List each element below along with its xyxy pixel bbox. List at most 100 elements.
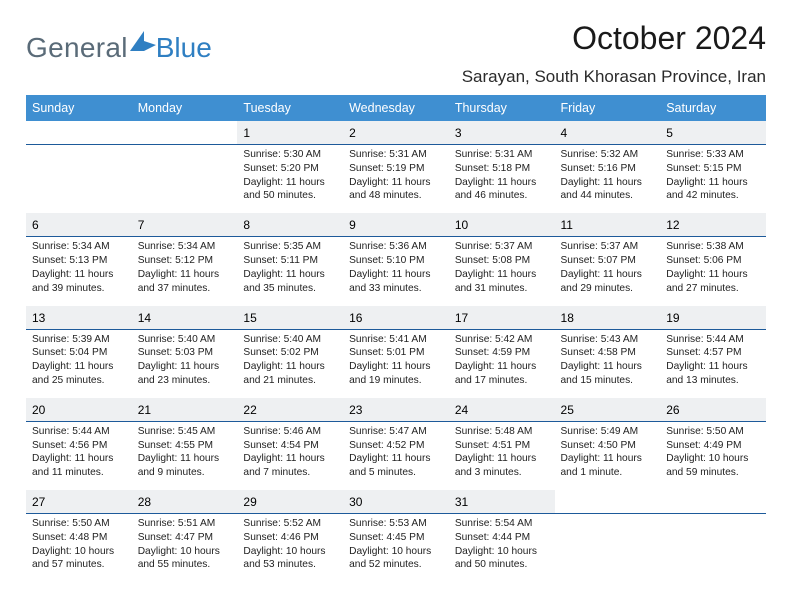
day-detail-cell: Sunrise: 5:50 AMSunset: 4:48 PMDaylight:…	[26, 514, 132, 583]
sunrise-line: Sunrise: 5:45 AM	[138, 425, 232, 439]
day-details: Sunrise: 5:54 AMSunset: 4:44 PMDaylight:…	[449, 514, 555, 582]
sunrise-line: Sunrise: 5:31 AM	[349, 148, 443, 162]
day-number: 18	[555, 306, 661, 329]
day-detail-cell: Sunrise: 5:37 AMSunset: 5:07 PMDaylight:…	[555, 237, 661, 306]
day-number-cell: 9	[343, 213, 449, 237]
day-number: 17	[449, 306, 555, 329]
sunrise-line: Sunrise: 5:44 AM	[666, 333, 760, 347]
sunrise-line: Sunrise: 5:38 AM	[666, 240, 760, 254]
day-details: Sunrise: 5:37 AMSunset: 5:08 PMDaylight:…	[449, 237, 555, 305]
day-number-cell: 13	[26, 306, 132, 330]
day-detail-cell: Sunrise: 5:45 AMSunset: 4:55 PMDaylight:…	[132, 421, 238, 490]
day-details: Sunrise: 5:38 AMSunset: 5:06 PMDaylight:…	[660, 237, 766, 305]
logo-text-1: General	[26, 32, 128, 64]
sunrise-line: Sunrise: 5:49 AM	[561, 425, 655, 439]
sunrise-line: Sunrise: 5:53 AM	[349, 517, 443, 531]
day-number-cell: 28	[132, 490, 238, 514]
day-detail-cell: Sunrise: 5:42 AMSunset: 4:59 PMDaylight:…	[449, 329, 555, 398]
sunset-line: Sunset: 5:04 PM	[32, 346, 126, 360]
daylight-line: Daylight: 11 hours and 21 minutes.	[243, 360, 337, 388]
sunset-line: Sunset: 4:52 PM	[349, 439, 443, 453]
sunrise-line: Sunrise: 5:42 AM	[455, 333, 549, 347]
sunrise-line: Sunrise: 5:43 AM	[561, 333, 655, 347]
day-details: Sunrise: 5:49 AMSunset: 4:50 PMDaylight:…	[555, 422, 661, 490]
sunset-line: Sunset: 5:07 PM	[561, 254, 655, 268]
day-number: 2	[343, 121, 449, 144]
sunrise-line: Sunrise: 5:44 AM	[32, 425, 126, 439]
day-number: 3	[449, 121, 555, 144]
daylight-line: Daylight: 10 hours and 55 minutes.	[138, 545, 232, 573]
day-number: 9	[343, 213, 449, 236]
day-detail-cell: Sunrise: 5:39 AMSunset: 5:04 PMDaylight:…	[26, 329, 132, 398]
day-detail-cell: Sunrise: 5:41 AMSunset: 5:01 PMDaylight:…	[343, 329, 449, 398]
day-number-cell: 31	[449, 490, 555, 514]
weekday-header: Tuesday	[237, 95, 343, 121]
day-number-cell: 11	[555, 213, 661, 237]
day-detail-cell: Sunrise: 5:40 AMSunset: 5:02 PMDaylight:…	[237, 329, 343, 398]
sunrise-line: Sunrise: 5:46 AM	[243, 425, 337, 439]
daylight-line: Daylight: 11 hours and 1 minute.	[561, 452, 655, 480]
sunrise-line: Sunrise: 5:32 AM	[561, 148, 655, 162]
day-detail-cell: Sunrise: 5:47 AMSunset: 4:52 PMDaylight:…	[343, 421, 449, 490]
daylight-line: Daylight: 11 hours and 17 minutes.	[455, 360, 549, 388]
daylight-line: Daylight: 10 hours and 50 minutes.	[455, 545, 549, 573]
day-details: Sunrise: 5:52 AMSunset: 4:46 PMDaylight:…	[237, 514, 343, 582]
daylight-line: Daylight: 11 hours and 29 minutes.	[561, 268, 655, 296]
day-detail-cell: Sunrise: 5:53 AMSunset: 4:45 PMDaylight:…	[343, 514, 449, 583]
sunrise-line: Sunrise: 5:30 AM	[243, 148, 337, 162]
location: Sarayan, South Khorasan Province, Iran	[462, 67, 766, 87]
day-number: 21	[132, 398, 238, 421]
daylight-line: Daylight: 11 hours and 42 minutes.	[666, 176, 760, 204]
daylight-line: Daylight: 11 hours and 25 minutes.	[32, 360, 126, 388]
daylight-line: Daylight: 11 hours and 27 minutes.	[666, 268, 760, 296]
daylight-line: Daylight: 11 hours and 19 minutes.	[349, 360, 443, 388]
day-details: Sunrise: 5:44 AMSunset: 4:56 PMDaylight:…	[26, 422, 132, 490]
day-number-cell: 22	[237, 398, 343, 422]
day-details: Sunrise: 5:37 AMSunset: 5:07 PMDaylight:…	[555, 237, 661, 305]
day-number: 4	[555, 121, 661, 144]
day-number: 11	[555, 213, 661, 236]
sunset-line: Sunset: 4:55 PM	[138, 439, 232, 453]
day-number-cell	[555, 490, 661, 514]
day-detail-cell	[660, 514, 766, 583]
day-detail-cell: Sunrise: 5:32 AMSunset: 5:16 PMDaylight:…	[555, 145, 661, 214]
sunset-line: Sunset: 4:44 PM	[455, 531, 549, 545]
day-number-cell: 2	[343, 121, 449, 145]
day-details: Sunrise: 5:33 AMSunset: 5:15 PMDaylight:…	[660, 145, 766, 213]
sunrise-line: Sunrise: 5:50 AM	[666, 425, 760, 439]
sunrise-line: Sunrise: 5:40 AM	[138, 333, 232, 347]
day-detail-cell: Sunrise: 5:43 AMSunset: 4:58 PMDaylight:…	[555, 329, 661, 398]
daylight-line: Daylight: 11 hours and 35 minutes.	[243, 268, 337, 296]
day-number-cell: 10	[449, 213, 555, 237]
sunset-line: Sunset: 5:10 PM	[349, 254, 443, 268]
day-number: 15	[237, 306, 343, 329]
day-detail-cell: Sunrise: 5:36 AMSunset: 5:10 PMDaylight:…	[343, 237, 449, 306]
day-detail-cell	[132, 145, 238, 214]
day-details: Sunrise: 5:45 AMSunset: 4:55 PMDaylight:…	[132, 422, 238, 490]
day-detail-cell: Sunrise: 5:49 AMSunset: 4:50 PMDaylight:…	[555, 421, 661, 490]
day-number: 25	[555, 398, 661, 421]
sunset-line: Sunset: 5:03 PM	[138, 346, 232, 360]
day-number: 8	[237, 213, 343, 236]
day-details: Sunrise: 5:39 AMSunset: 5:04 PMDaylight:…	[26, 330, 132, 398]
sunrise-line: Sunrise: 5:33 AM	[666, 148, 760, 162]
day-number: 22	[237, 398, 343, 421]
day-number-cell	[660, 490, 766, 514]
daylight-line: Daylight: 11 hours and 13 minutes.	[666, 360, 760, 388]
day-number-cell: 1	[237, 121, 343, 145]
sunrise-line: Sunrise: 5:47 AM	[349, 425, 443, 439]
sunset-line: Sunset: 4:54 PM	[243, 439, 337, 453]
daylight-line: Daylight: 11 hours and 39 minutes.	[32, 268, 126, 296]
sunrise-line: Sunrise: 5:37 AM	[455, 240, 549, 254]
day-detail-cell: Sunrise: 5:48 AMSunset: 4:51 PMDaylight:…	[449, 421, 555, 490]
day-number: 1	[237, 121, 343, 144]
day-details: Sunrise: 5:40 AMSunset: 5:03 PMDaylight:…	[132, 330, 238, 398]
day-number: 16	[343, 306, 449, 329]
sunset-line: Sunset: 5:19 PM	[349, 162, 443, 176]
day-number-cell: 6	[26, 213, 132, 237]
sunset-line: Sunset: 5:11 PM	[243, 254, 337, 268]
sunset-line: Sunset: 4:50 PM	[561, 439, 655, 453]
sunset-line: Sunset: 5:12 PM	[138, 254, 232, 268]
day-number: 5	[660, 121, 766, 144]
sunset-line: Sunset: 4:51 PM	[455, 439, 549, 453]
